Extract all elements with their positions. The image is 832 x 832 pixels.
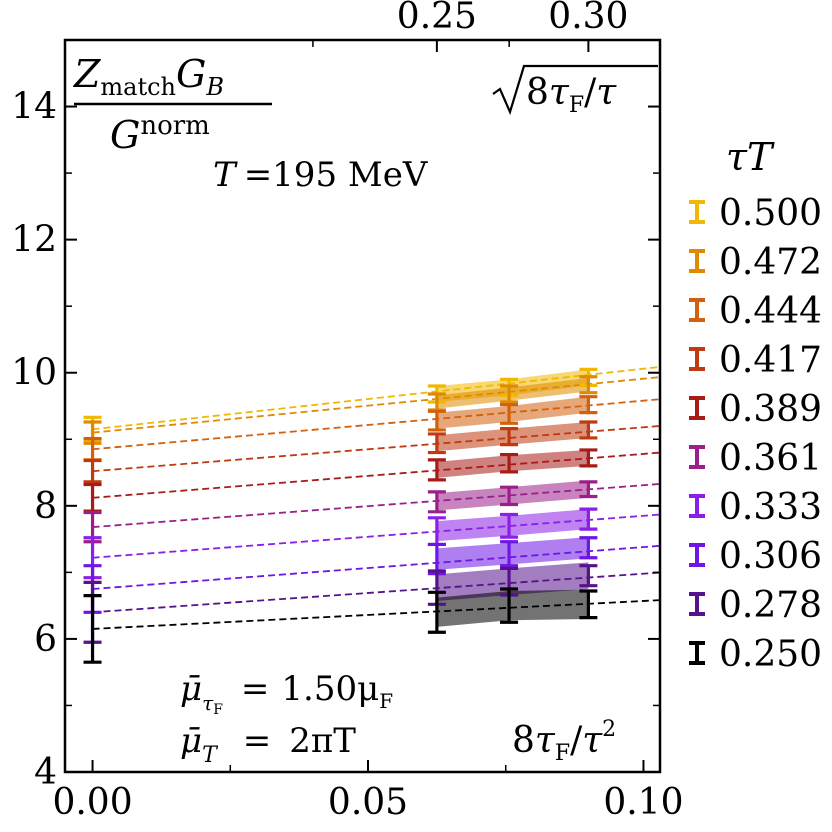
band-0.472 [436, 378, 589, 409]
legend-label: 0.389 [719, 389, 822, 430]
y-tick-label: 8 [34, 486, 57, 527]
fit-line-0.333 [92, 513, 661, 559]
fit-line-0.417 [92, 425, 661, 473]
fit-line-0.250 [92, 599, 661, 630]
errorbar-0.250-1 [500, 587, 519, 624]
legend-title: τT [726, 135, 775, 179]
legend: τT 0.500 0.472 0.444 0.417 0.389 0.361 0.333 0.… [689, 135, 822, 675]
fit-line-0.472 [92, 376, 661, 434]
y-tick-label: 14 [11, 87, 57, 128]
errorbar-0.306-2 [579, 536, 598, 560]
x-tick-label: 0.10 [603, 782, 683, 823]
errorbar-0.333-1 [500, 512, 519, 539]
fit-line-0.361 [92, 483, 661, 529]
errorbar-0.472-2 [579, 375, 598, 395]
errorbar-0.417-2 [579, 420, 598, 440]
errorbar-0.389-0 [427, 458, 446, 482]
legend-label: 0.278 [719, 585, 822, 626]
legend-label: 0.250 [719, 634, 822, 675]
errorbar-0.472-1 [500, 384, 519, 404]
y-axis-label: ZmatchGB Gnorm [73, 52, 272, 157]
x-tick-label: 0.00 [52, 782, 132, 823]
errorbar-0.361-1 [500, 485, 519, 507]
errorbar-0.444-1 [500, 403, 519, 425]
y-tick-label: 12 [11, 220, 57, 261]
errorbar-0.361-0 [427, 490, 446, 514]
errorbar-x0-0.250 [83, 594, 102, 664]
mu-T-annotation: μ̄T = 2πT [180, 721, 356, 768]
y-tick-label: 10 [11, 353, 57, 394]
legend-label: 0.472 [719, 242, 822, 283]
top-axis-label: 8τF/τ [492, 64, 658, 118]
band-0.306 [436, 537, 589, 570]
errorbar-0.444-2 [579, 395, 598, 415]
top-tick-label: 0.30 [548, 0, 628, 37]
temperature-annotation: T =195 MeV [213, 155, 429, 195]
legend-item-0.250: 0.250 [689, 634, 822, 675]
errorbar-0.250-0 [427, 590, 446, 634]
fit-line-0.389 [92, 451, 661, 499]
errorbar-0.417-1 [500, 427, 519, 447]
errorbar-0.417-0 [427, 432, 446, 455]
svg-text:ZmatchGB: ZmatchGB [73, 52, 224, 101]
legend-item-0.417: 0.417 [689, 340, 822, 381]
svg-text:Gnorm: Gnorm [110, 111, 210, 157]
legend-item-0.278: 0.278 [689, 585, 822, 626]
plot-frame [63, 38, 662, 774]
y-tick-label: 4 [34, 752, 57, 793]
sqrt-symbol [492, 64, 658, 116]
errorbar-0.333-2 [579, 507, 598, 531]
fit-line-0.500 [92, 366, 661, 431]
legend-label: 0.306 [719, 536, 822, 577]
legend-item-0.472: 0.472 [689, 242, 822, 283]
legend-item-0.389: 0.389 [689, 389, 822, 430]
legend-item-0.500: 0.500 [689, 193, 822, 234]
errorbar-0.389-1 [500, 452, 519, 474]
errorbar-0.444-0 [427, 409, 446, 432]
fit-line-0.278 [92, 571, 661, 614]
errorbar-0.389-2 [579, 448, 598, 468]
errorbar-0.361-2 [579, 480, 598, 499]
errorbar-0.250-2 [579, 589, 598, 620]
legend-label: 0.444 [719, 291, 822, 332]
legend-label: 0.333 [719, 487, 822, 528]
x-tick-label: 0.05 [328, 782, 408, 823]
top-tick-label: 0.25 [397, 0, 477, 37]
legend-item-0.306: 0.306 [689, 536, 822, 577]
band-0.417 [436, 421, 589, 452]
svg-text:8τF/τ: 8τF/τ [526, 72, 617, 118]
axes: 0.00 0.05 0.10 0.25 0.30 4 6 8 10 12 14 [11, 0, 683, 823]
errorbar-0.306-1 [500, 540, 519, 568]
legend-label: 0.500 [719, 193, 822, 234]
errorbar-x0-0.417 [83, 458, 102, 484]
legend-item-0.444: 0.444 [689, 291, 822, 332]
legend-label: 0.417 [719, 340, 822, 381]
mu-tauF-annotation: μ̄τF= 1.50μF [180, 669, 393, 718]
errorbar-0.278-2 [579, 564, 598, 588]
legend-item-0.333: 0.333 [689, 487, 822, 528]
fit-line-0.306 [92, 544, 661, 590]
fit-line-0.444 [92, 398, 661, 451]
plot-content [83, 366, 661, 664]
legend-label: 0.361 [719, 438, 822, 479]
y-tick-label: 6 [34, 619, 57, 660]
x-axis-label: 8τF/τ2 [512, 717, 616, 766]
legend-item-0.361: 0.361 [689, 438, 822, 479]
